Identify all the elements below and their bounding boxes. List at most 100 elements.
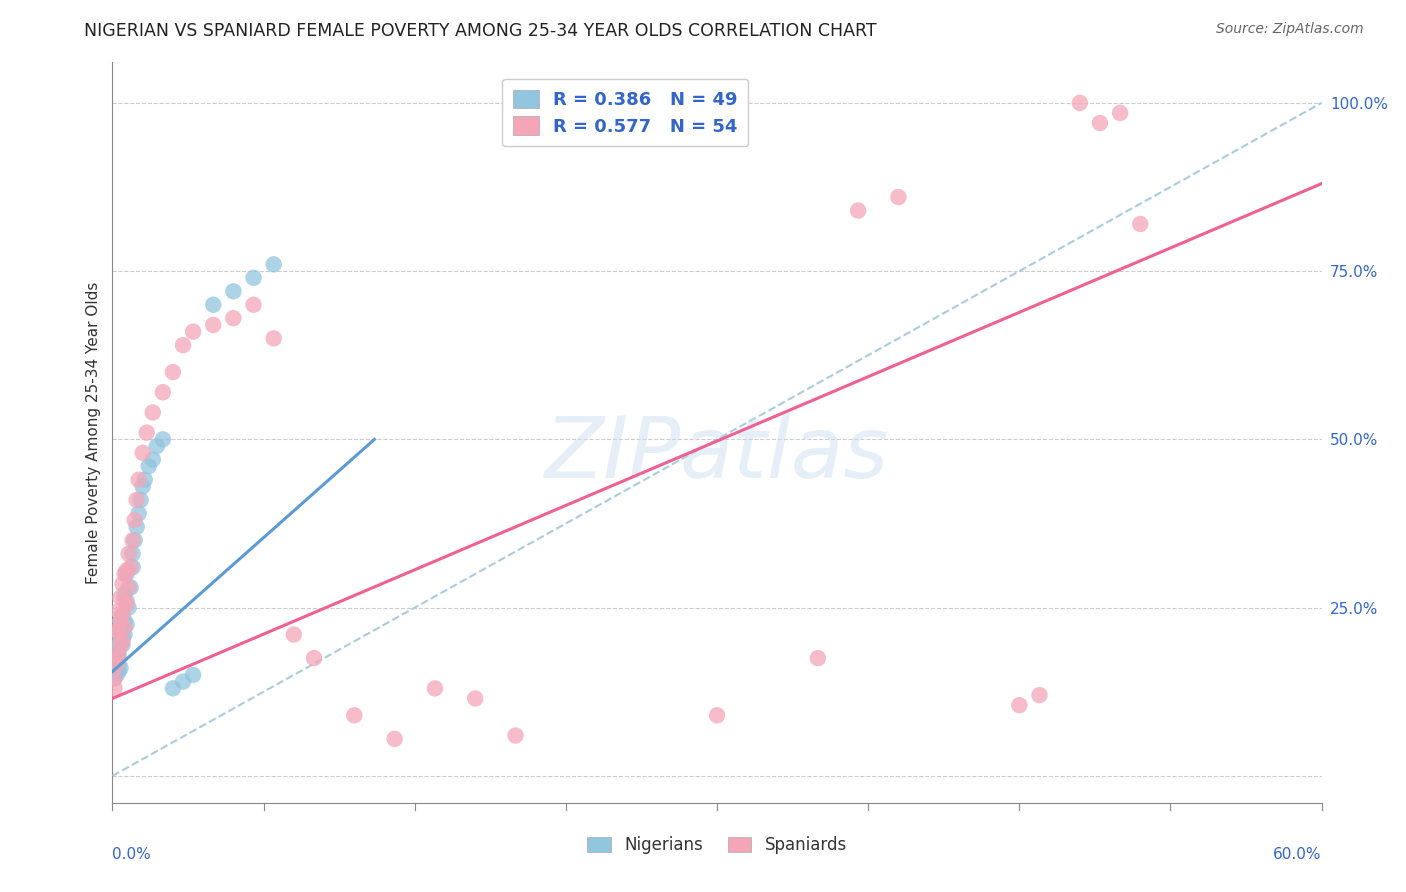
Point (384, 731, 406, 746)
Point (115, 597, 138, 611)
Point (114, 566, 136, 581)
Point (172, 338, 194, 352)
Point (128, 473, 150, 487)
Point (111, 607, 134, 622)
Point (172, 674, 194, 689)
Point (242, 298, 264, 312)
Point (242, 270, 264, 285)
Point (125, 520, 148, 534)
Point (135, 425, 157, 440)
Point (103, 651, 125, 665)
Point (121, 547, 143, 561)
Point (343, 708, 366, 723)
Point (162, 365, 184, 379)
Point (222, 311, 245, 326)
Point (128, 507, 150, 521)
Point (302, 651, 325, 665)
Point (105, 640, 128, 655)
Point (125, 492, 148, 507)
Point (263, 257, 285, 271)
Point (423, 681, 446, 696)
Point (110, 591, 132, 605)
Point (107, 644, 129, 658)
Text: ZIPatlas: ZIPatlas (546, 413, 889, 496)
Point (115, 594, 138, 608)
Point (103, 681, 125, 696)
Point (1028, 688, 1050, 702)
Point (1129, 217, 1152, 231)
Point (132, 479, 155, 493)
Point (110, 614, 132, 628)
Point (202, 298, 225, 312)
Point (121, 560, 143, 574)
Point (1069, 95, 1091, 110)
Point (114, 594, 136, 608)
Point (117, 547, 139, 561)
Point (706, 708, 728, 723)
Point (117, 600, 139, 615)
Point (124, 513, 146, 527)
Point (138, 459, 160, 474)
Text: Source: ZipAtlas.com: Source: ZipAtlas.com (1216, 22, 1364, 37)
Point (111, 607, 134, 622)
Point (887, 190, 910, 204)
Point (129, 492, 152, 507)
Point (222, 285, 245, 299)
Point (103, 671, 125, 685)
Point (807, 651, 830, 665)
Point (121, 533, 143, 548)
Point (152, 433, 174, 447)
Point (105, 651, 128, 665)
Point (464, 691, 486, 706)
Text: NIGERIAN VS SPANIARD FEMALE POVERTY AMONG 25-34 YEAR OLDS CORRELATION CHART: NIGERIAN VS SPANIARD FEMALE POVERTY AMON… (84, 22, 877, 40)
Point (111, 631, 134, 645)
Point (105, 655, 128, 669)
Point (110, 661, 132, 675)
Y-axis label: Female Poverty Among 25-34 Year Olds: Female Poverty Among 25-34 Year Olds (86, 282, 101, 583)
Point (283, 627, 305, 641)
Point (103, 665, 125, 679)
Point (107, 651, 129, 665)
Point (111, 577, 134, 591)
Point (263, 331, 285, 345)
Point (146, 439, 169, 453)
Point (103, 671, 125, 685)
Legend: Nigerians, Spaniards: Nigerians, Spaniards (581, 830, 853, 861)
Point (110, 634, 132, 648)
Point (142, 452, 165, 467)
Point (107, 648, 129, 662)
Point (110, 624, 132, 639)
Point (152, 385, 174, 400)
Point (111, 638, 134, 652)
Point (114, 614, 136, 628)
Point (105, 648, 128, 662)
Point (846, 203, 869, 218)
Point (120, 581, 142, 595)
Point (105, 657, 128, 672)
Point (107, 638, 129, 652)
Point (105, 668, 128, 682)
Point (1088, 116, 1111, 130)
Point (115, 564, 138, 578)
Point (107, 604, 129, 618)
Point (115, 566, 138, 581)
Point (103, 657, 125, 672)
Point (115, 617, 138, 632)
Point (114, 627, 136, 641)
Point (1008, 698, 1031, 713)
Point (111, 634, 134, 648)
Point (110, 638, 132, 652)
Point (181, 668, 204, 682)
Point (107, 665, 129, 679)
Point (120, 560, 142, 574)
Point (117, 581, 139, 595)
Point (134, 473, 156, 487)
Point (124, 533, 146, 548)
Text: 0.0%: 0.0% (112, 847, 152, 863)
Point (162, 681, 184, 696)
Point (132, 446, 155, 460)
Point (111, 621, 134, 635)
Point (107, 657, 129, 672)
Point (181, 325, 204, 339)
Text: 60.0%: 60.0% (1274, 847, 1322, 863)
